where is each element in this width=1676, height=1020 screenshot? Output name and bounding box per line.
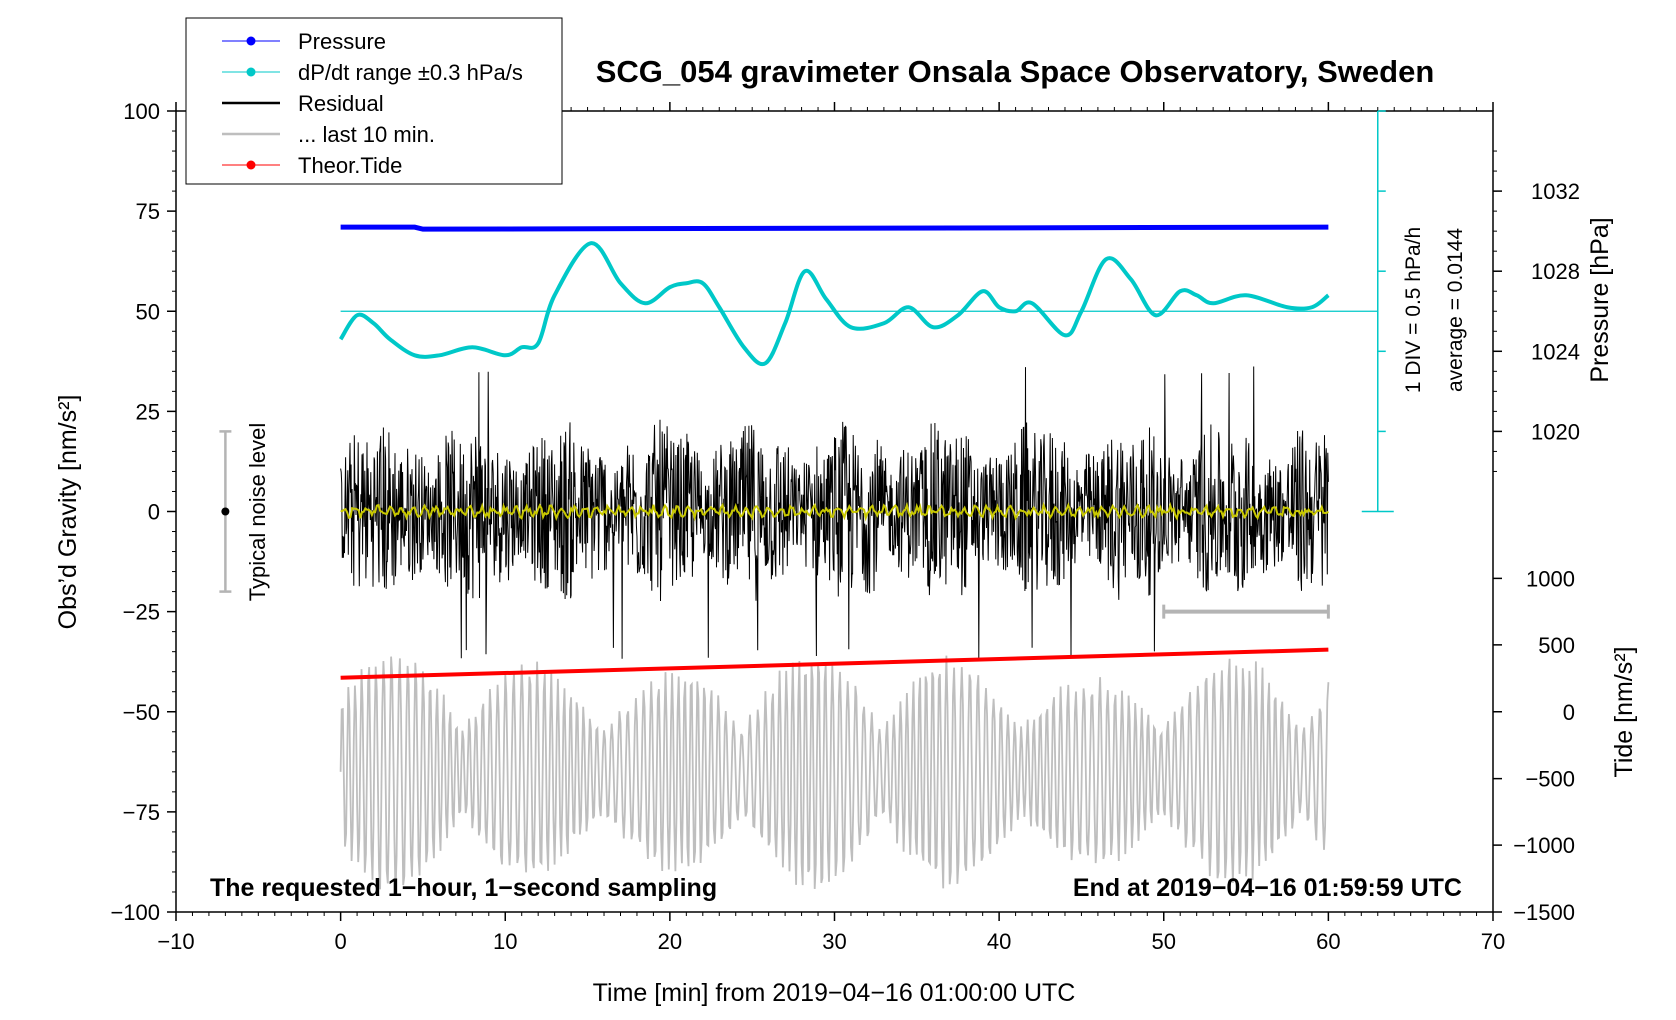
- legend-label: Theor.Tide: [298, 153, 402, 178]
- scale-bar-label: 1 DIV = 0.5 hPa/h: [1402, 227, 1425, 393]
- residual-line: [340, 366, 1329, 659]
- last-10-min-bar: [1162, 604, 1330, 619]
- y-tick-label: −75: [123, 800, 160, 825]
- legend-item: dP/dt range ±0.3 hPa/s: [222, 60, 523, 85]
- legend-box: [185, 17, 563, 185]
- y-tick-label: −50: [123, 700, 160, 725]
- tide-axis: 1000 500 0 −500 −1000 −1500: [1493, 566, 1575, 925]
- legend-marker: [246, 67, 256, 77]
- legend-item: Theor.Tide: [222, 153, 402, 178]
- y-tick-label: 25: [136, 399, 160, 424]
- series-group: [338, 224, 1378, 894]
- y-tick-label: −100: [110, 900, 160, 925]
- y-tick-label: −25: [123, 600, 160, 625]
- x-tick-label: 50: [1152, 929, 1176, 954]
- tide-tick-label: 500: [1538, 633, 1575, 658]
- pressure-tick-label: 1020: [1531, 419, 1580, 444]
- annotation-bottom-right: End at 2019−04−16 01:59:59 UTC: [1073, 874, 1462, 902]
- pressure-line: [340, 224, 1329, 232]
- x-tick-label: 70: [1481, 929, 1505, 954]
- y-axis-label-tide: Tide [nm/s²]: [1610, 646, 1638, 777]
- y-axis-left: 100 75 50 25 0 −25 −50 −75 −100: [110, 99, 176, 925]
- tide-tick-label: 1000: [1526, 566, 1575, 591]
- pressure-tick-label: 1032: [1531, 179, 1580, 204]
- legend-marker: [246, 160, 256, 170]
- noise-level-label: Typical noise level: [245, 423, 270, 602]
- chart-title: SCG_054 gravimeter Onsala Space Observat…: [596, 54, 1435, 89]
- pressure-tick-label: 1028: [1531, 259, 1580, 284]
- legend: Pressure dP/dt range ±0.3 hPa/s Residual..…: [185, 17, 563, 185]
- pressure-tick-label: 1024: [1531, 339, 1580, 364]
- x-tick-label: 30: [822, 929, 846, 954]
- pressure-axis: 1032 1028 1024 1020: [1493, 150, 1580, 472]
- y-tick-label: 100: [123, 99, 160, 124]
- legend-item: Pressure: [222, 29, 386, 54]
- x-tick-label: 20: [658, 929, 682, 954]
- dpdt-line: [338, 241, 1330, 367]
- x-tick-label: −10: [157, 929, 194, 954]
- x-tick-label: 0: [335, 929, 347, 954]
- last-10-min-line: [339, 655, 1330, 894]
- y-tick-label: 50: [136, 299, 160, 324]
- noise-level-bar: [219, 430, 232, 593]
- legend-label: dP/dt range ±0.3 hPa/s: [298, 60, 523, 85]
- y-axis-label-left: Obs’d Gravity [nm/s²]: [54, 395, 82, 630]
- tide-tick-label: 0: [1563, 700, 1575, 725]
- x-tick-label: 60: [1316, 929, 1340, 954]
- x-tick-label: 10: [493, 929, 517, 954]
- average-label: average = 0.0144: [1444, 228, 1467, 392]
- residual-smoothed-line: [340, 501, 1330, 522]
- legend-item: Residual: [222, 91, 384, 116]
- legend-label: Residual: [298, 91, 384, 116]
- tide-tick-label: −1000: [1513, 833, 1575, 858]
- legend-label: ... last 10 min.: [298, 122, 435, 147]
- theor-tide-line: [340, 647, 1329, 680]
- legend-item: ... last 10 min.: [222, 122, 435, 147]
- x-tick-label: 40: [987, 929, 1011, 954]
- annotation-bottom-left: The requested 1−hour, 1−second sampling: [210, 874, 717, 902]
- tide-tick-label: −1500: [1513, 900, 1575, 925]
- y-tick-label: 0: [148, 500, 160, 525]
- x-axis-label: Time [min] from 2019−04−16 01:00:00 UTC: [593, 979, 1076, 1007]
- scale-bar: [1361, 110, 1394, 513]
- y-tick-label: 75: [136, 199, 160, 224]
- legend-label: Pressure: [298, 29, 386, 54]
- legend-marker: [246, 36, 256, 46]
- noise-bar-center-dot: [221, 507, 230, 516]
- tide-tick-label: −500: [1525, 767, 1575, 792]
- y-axis-label-pressure: Pressure [hPa]: [1586, 217, 1614, 382]
- x-axis: −10 0 10 20 30 40 50 60 70: [157, 102, 1505, 954]
